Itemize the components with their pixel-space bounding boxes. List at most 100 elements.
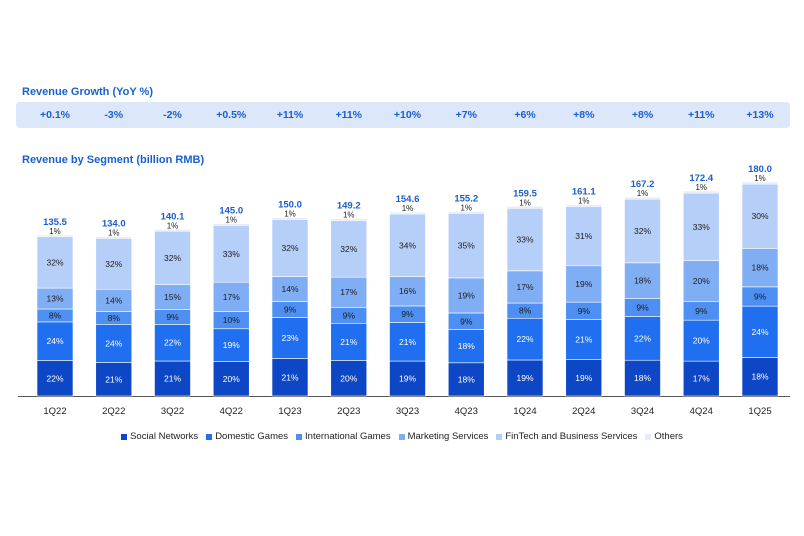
segment-label: 1% bbox=[225, 216, 237, 225]
segment-label: 20% bbox=[223, 374, 240, 384]
segment-label: 8% bbox=[108, 313, 121, 323]
bar-segment bbox=[271, 219, 309, 277]
legend-label: Others bbox=[654, 431, 683, 442]
segment-label: 1% bbox=[167, 221, 179, 230]
segment-label: 17% bbox=[693, 374, 710, 384]
bar-segment bbox=[212, 281, 250, 312]
segment-label: 17% bbox=[340, 287, 357, 297]
segment-label: 15% bbox=[164, 292, 181, 302]
segment-label: 1% bbox=[343, 211, 355, 220]
bar-segment bbox=[741, 183, 779, 249]
bar-segment bbox=[389, 322, 426, 362]
total-label: 167.2 bbox=[631, 179, 655, 190]
segment-label: 21% bbox=[575, 334, 592, 344]
growth-value: +0.1% bbox=[39, 109, 71, 121]
segment-label: 32% bbox=[105, 259, 122, 269]
total-label: 149.2 bbox=[337, 201, 361, 212]
segment-label: 1% bbox=[284, 210, 296, 219]
bar-segment bbox=[389, 213, 426, 277]
bar-segment bbox=[506, 317, 544, 361]
total-label: 154.6 bbox=[396, 194, 420, 205]
x-tick-label: 1Q25 bbox=[748, 406, 771, 417]
legend-swatch bbox=[296, 433, 303, 440]
x-tick-label: 3Q22 bbox=[161, 406, 184, 417]
bar-segment bbox=[506, 359, 544, 397]
x-tick-label: 1Q22 bbox=[43, 406, 66, 417]
growth-value: +11% bbox=[687, 109, 715, 121]
segment-label: 9% bbox=[166, 312, 179, 322]
x-tick-label: 3Q23 bbox=[396, 406, 419, 417]
bar-segment bbox=[330, 220, 368, 278]
segment-label: 19% bbox=[575, 279, 592, 289]
bar-segment bbox=[271, 217, 309, 220]
segment-label: 21% bbox=[340, 337, 357, 347]
bar-segment bbox=[389, 276, 426, 307]
segment-label: 32% bbox=[634, 226, 651, 236]
segment-label: 18% bbox=[634, 276, 651, 286]
legend-swatch bbox=[121, 433, 128, 440]
segment-label: 9% bbox=[401, 309, 414, 319]
total-label: 180.0 bbox=[748, 164, 772, 175]
segment-label: 18% bbox=[751, 372, 768, 382]
segment-label: 33% bbox=[693, 222, 710, 232]
legend-label: International Games bbox=[305, 431, 391, 442]
bar-segment bbox=[36, 360, 74, 397]
segment-label: 33% bbox=[516, 235, 533, 245]
bar-segment bbox=[624, 359, 661, 397]
legend-item: Domestic Games bbox=[206, 431, 288, 442]
total-label: 135.5 bbox=[43, 217, 67, 228]
bar-segment bbox=[95, 324, 133, 363]
legend-label: FinTech and Business Services bbox=[505, 431, 638, 442]
bar-segment bbox=[95, 236, 133, 239]
bar-segment bbox=[741, 357, 779, 397]
segment-label: 1% bbox=[49, 227, 61, 236]
bar-segment bbox=[741, 305, 779, 358]
segment-label: 1% bbox=[460, 203, 472, 212]
total-label: 134.0 bbox=[102, 219, 126, 230]
bar-segment bbox=[154, 360, 191, 397]
segment-label: 20% bbox=[693, 276, 710, 286]
segment-label: 9% bbox=[284, 305, 297, 315]
growth-value: -2% bbox=[163, 109, 182, 121]
legend-item: Others bbox=[645, 431, 683, 442]
bar-segment bbox=[447, 211, 485, 214]
chart-title: Revenue by Segment (billion RMB) bbox=[22, 154, 205, 166]
total-label: 172.4 bbox=[689, 173, 713, 184]
legend-swatch bbox=[206, 433, 213, 440]
segment-label: 9% bbox=[460, 316, 473, 326]
bar-segment bbox=[447, 329, 485, 364]
x-tick-label: 1Q24 bbox=[513, 406, 536, 417]
x-tick-label: 4Q22 bbox=[220, 406, 243, 417]
bar-segment bbox=[36, 236, 74, 289]
growth-title: Revenue Growth (YoY %) bbox=[22, 86, 154, 98]
bar-segment bbox=[506, 207, 544, 272]
total-label: 161.1 bbox=[572, 186, 596, 197]
segment-label: 1% bbox=[578, 196, 590, 205]
bar-segment bbox=[682, 319, 720, 362]
segment-label: 20% bbox=[340, 373, 357, 383]
bar-segment bbox=[330, 360, 368, 397]
segment-label: 17% bbox=[223, 292, 240, 302]
segment-label: 24% bbox=[46, 336, 63, 346]
bar-segment bbox=[212, 361, 250, 397]
x-tick-label: 3Q24 bbox=[631, 406, 654, 417]
x-tick-label: 2Q23 bbox=[337, 406, 360, 417]
bar-segment bbox=[330, 218, 368, 221]
bar-segment bbox=[447, 213, 485, 279]
bar-segment bbox=[389, 360, 426, 397]
x-tick-label: 2Q24 bbox=[572, 406, 595, 417]
total-label: 150.0 bbox=[278, 200, 302, 211]
segment-label: 19% bbox=[223, 340, 240, 350]
segment-label: 8% bbox=[49, 310, 62, 320]
segment-label: 16% bbox=[399, 286, 416, 296]
bar-segment bbox=[741, 181, 779, 185]
segment-label: 22% bbox=[164, 338, 181, 348]
segment-label: 9% bbox=[578, 306, 591, 316]
legend-item: FinTech and Business Services bbox=[496, 431, 637, 442]
segment-label: 33% bbox=[223, 249, 240, 259]
legend-item: Social Networks bbox=[121, 431, 198, 442]
growth-value: +6% bbox=[514, 109, 536, 121]
segment-label: 24% bbox=[751, 327, 768, 337]
segment-label: 30% bbox=[751, 211, 768, 221]
